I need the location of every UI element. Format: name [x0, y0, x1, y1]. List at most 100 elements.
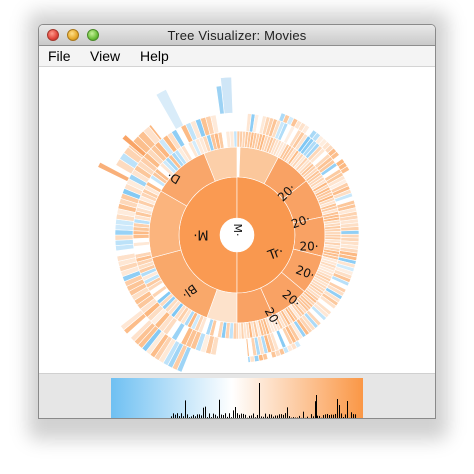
sunburst-leaf[interactable] — [247, 356, 251, 363]
histogram-bar — [199, 414, 200, 418]
histogram-bar — [325, 414, 326, 418]
histogram-bar — [295, 417, 296, 418]
histogram-bar — [185, 400, 186, 418]
histogram-bar — [321, 417, 322, 418]
close-window-button[interactable] — [47, 29, 59, 41]
zoom-window-button[interactable] — [87, 29, 99, 41]
sunburst-leaf[interactable] — [155, 88, 184, 130]
ring1-label-0: M· — [193, 227, 208, 242]
ring2-label-0: D· — [165, 168, 183, 187]
histogram-bar — [203, 407, 204, 418]
histogram-bar — [231, 417, 232, 418]
histogram-bar — [191, 416, 192, 418]
histogram-bar — [285, 413, 286, 418]
sunburst-leaf[interactable] — [210, 114, 220, 134]
histogram-bar — [181, 413, 182, 418]
sunburst-arcs[interactable] — [97, 76, 360, 373]
histogram-bar — [303, 411, 304, 418]
histogram-bar — [309, 417, 310, 418]
histogram-bar — [173, 413, 174, 418]
histogram-bar — [239, 414, 240, 418]
histogram-bar — [229, 413, 230, 418]
menu-file[interactable]: File — [48, 48, 71, 64]
histogram-bar — [331, 414, 332, 418]
histogram-bar — [299, 415, 300, 418]
histogram-bar — [347, 401, 348, 418]
histogram-bar — [187, 414, 188, 418]
sunburst-leaf[interactable] — [236, 322, 239, 340]
histogram-bar — [289, 416, 290, 418]
sunburst-leaf[interactable] — [340, 165, 350, 175]
histogram-bar — [241, 413, 242, 418]
histogram-bar — [255, 417, 256, 418]
histogram-bar — [235, 407, 236, 418]
histogram-bar — [337, 399, 338, 418]
histogram-bar — [233, 410, 234, 418]
histogram-bar — [215, 414, 216, 418]
root-label: M· — [231, 224, 244, 237]
sunburst-chart[interactable]: M· M· Tr· D· Bl· 20· 20· 20· 20· 20· 20· — [39, 67, 435, 373]
histogram-bar — [263, 416, 264, 418]
histogram-bar — [283, 414, 284, 418]
visualization-canvas[interactable]: M· M· Tr· D· Bl· 20· 20· 20· 20· 20· 20· — [39, 67, 435, 373]
histogram-bar — [341, 413, 342, 418]
histogram-bar — [221, 414, 222, 418]
sunburst-leaf[interactable] — [132, 234, 150, 239]
histogram-bar — [227, 416, 228, 418]
histogram-bar — [281, 414, 282, 418]
histogram-bar — [195, 416, 196, 418]
histogram-bar — [175, 414, 176, 418]
histogram-bar — [327, 413, 328, 418]
histogram-bar — [265, 413, 266, 418]
minimize-window-button[interactable] — [67, 29, 79, 41]
sunburst-leaf[interactable] — [215, 85, 225, 115]
sunburst-leaf[interactable] — [114, 234, 134, 241]
color-histogram-legend[interactable] — [111, 378, 363, 419]
histogram-bar — [171, 416, 172, 418]
sunburst-leaf[interactable] — [97, 161, 130, 182]
histogram-bar — [293, 417, 294, 418]
sunburst-leaf[interactable] — [324, 231, 342, 235]
histogram-bar — [313, 416, 314, 418]
histogram-bar — [323, 415, 324, 418]
sunburst-leaf[interactable] — [119, 309, 144, 331]
sunburst-leaf[interactable] — [340, 230, 360, 235]
app-window: Tree Visualizer: Movies File View Help M… — [38, 24, 436, 419]
histogram-bar — [205, 406, 206, 418]
ring2-label-3: 20· — [289, 212, 312, 232]
legend-histogram — [171, 383, 356, 418]
menu-view[interactable]: View — [90, 48, 121, 64]
histogram-bar — [219, 399, 220, 418]
menu-bar: File View Help — [39, 46, 435, 67]
histogram-bar — [269, 414, 270, 418]
histogram-bar — [353, 414, 354, 418]
histogram-bar — [355, 414, 356, 418]
histogram-bar — [351, 412, 352, 418]
histogram-bar — [277, 415, 278, 418]
histogram-bar — [349, 417, 350, 418]
histogram-bar — [317, 415, 318, 418]
histogram-bar — [339, 405, 340, 418]
histogram-bar — [319, 415, 320, 418]
ring2-label-5: 20· — [294, 263, 317, 283]
sunburst-leaf[interactable] — [121, 134, 147, 158]
ring1-label-1: Tr· — [265, 244, 286, 264]
histogram-bar — [257, 414, 258, 418]
histogram-bar — [316, 395, 317, 418]
histogram-bar — [243, 413, 244, 418]
histogram-bar — [335, 413, 336, 418]
histogram-bar — [291, 417, 292, 418]
legend-gradient — [111, 378, 363, 418]
histogram-bar — [279, 414, 280, 418]
histogram-bar — [245, 414, 246, 418]
menu-help[interactable]: Help — [140, 48, 169, 64]
histogram-bar — [223, 415, 224, 418]
histogram-bar — [271, 414, 272, 418]
histogram-bar — [225, 413, 226, 418]
sunburst-leaf[interactable] — [148, 124, 163, 141]
histogram-bar — [207, 417, 208, 418]
histogram-bar — [329, 415, 330, 418]
histogram-bar — [333, 414, 334, 418]
sunburst-leaf[interactable] — [233, 130, 238, 148]
title-bar[interactable]: Tree Visualizer: Movies — [39, 25, 435, 46]
